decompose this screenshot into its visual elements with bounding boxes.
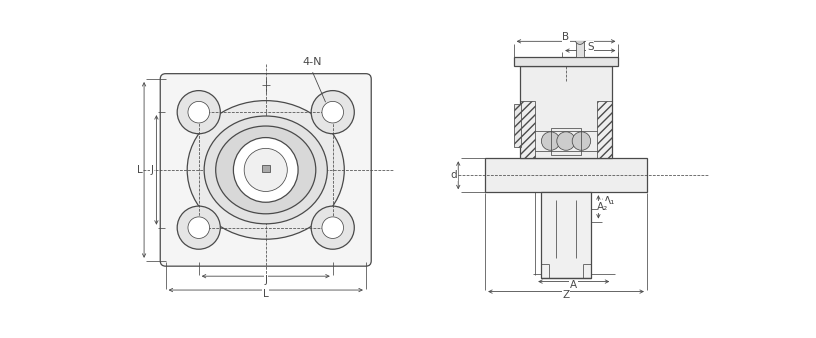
Circle shape [322, 101, 344, 123]
Bar [486, 159, 647, 192]
Ellipse shape [215, 126, 316, 214]
Text: A₁: A₁ [604, 196, 614, 206]
FancyBboxPatch shape [160, 74, 371, 266]
Bar [596, 101, 612, 159]
Circle shape [322, 217, 344, 238]
Circle shape [311, 206, 354, 249]
Bar [514, 104, 521, 147]
Circle shape [244, 148, 287, 192]
Circle shape [177, 206, 220, 249]
Text: S: S [587, 42, 593, 52]
Text: A₂: A₂ [597, 202, 609, 212]
Circle shape [557, 132, 575, 150]
Circle shape [541, 132, 560, 150]
Circle shape [188, 101, 210, 123]
Bar [520, 101, 535, 159]
Circle shape [188, 217, 210, 238]
Bar [576, 40, 583, 57]
Text: L: L [263, 289, 268, 299]
Text: B: B [562, 32, 570, 43]
Circle shape [572, 132, 591, 150]
Bar [541, 192, 591, 278]
Bar [514, 57, 619, 66]
Text: Z: Z [562, 290, 570, 300]
Text: J: J [264, 275, 268, 285]
Ellipse shape [204, 116, 327, 224]
Text: L: L [136, 165, 142, 175]
Circle shape [233, 138, 298, 202]
Circle shape [311, 91, 354, 134]
Text: A: A [570, 281, 577, 290]
Circle shape [575, 35, 584, 44]
Text: 4-N: 4-N [302, 57, 326, 102]
Text: d: d [450, 170, 457, 180]
Bar [520, 66, 612, 159]
Bar [262, 165, 269, 172]
Circle shape [177, 91, 220, 134]
Bar [199, 112, 333, 228]
Bar [551, 127, 582, 154]
Ellipse shape [187, 101, 344, 239]
Text: J: J [150, 165, 153, 175]
